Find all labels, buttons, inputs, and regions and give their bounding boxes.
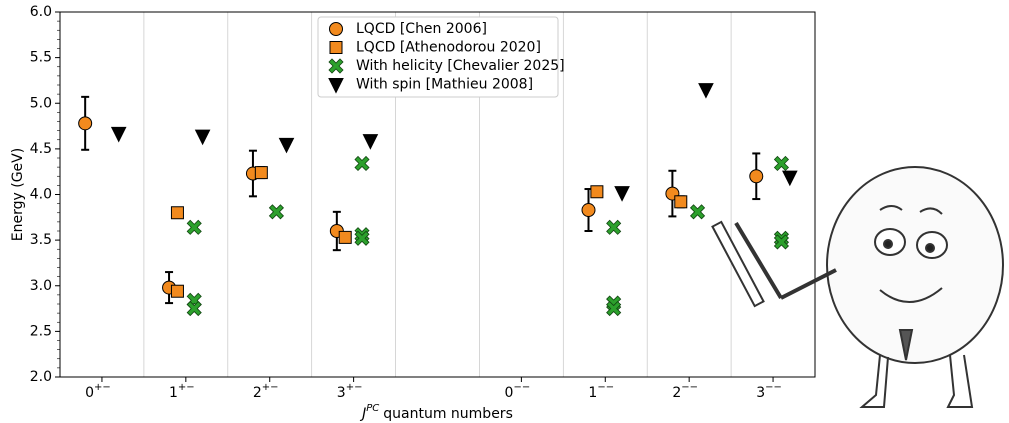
point: [362, 134, 379, 150]
point: [354, 155, 370, 172]
legend-label: LQCD [Athenodorou 2020]: [356, 40, 541, 56]
x-tick-label-base: 3: [337, 385, 346, 401]
x-tick-label: 0−−: [505, 382, 531, 401]
x-tick-label-base: 2: [253, 385, 262, 401]
point: [606, 219, 622, 235]
x-tick-label-sup: +−: [178, 382, 195, 393]
x-tick-label: 2+−: [253, 382, 279, 401]
point: [110, 126, 127, 143]
point: [338, 230, 352, 244]
x-tick-label-base: 1: [588, 385, 597, 401]
x-tick-label-sup: −−: [681, 382, 698, 393]
point: [581, 203, 596, 218]
x-tick-label: 2−−: [672, 382, 698, 401]
legend-marker: [329, 22, 343, 36]
x-tick-label: 3−−: [756, 382, 782, 401]
y-tick-label: 4.0: [30, 187, 52, 203]
y-axis-label: Energy (GeV): [10, 148, 26, 241]
point: [773, 234, 790, 250]
cartoon-illustration: [711, 166, 1004, 408]
x-tick-label-base: 0: [85, 385, 94, 401]
legend-box: [317, 16, 559, 98]
x-tick-label-sup: +−: [94, 382, 111, 393]
legend-marker: [328, 78, 344, 94]
point: [606, 300, 622, 317]
legend-label: With spin [Mathieu 2008]: [356, 77, 533, 93]
x-tick-label-sup: −−: [513, 382, 530, 393]
point: [773, 155, 790, 172]
x-tick-label-sup: +−: [346, 382, 363, 393]
x-axis-label-rest: quantum numbers: [383, 406, 513, 422]
y-tick-label: 3.0: [30, 278, 52, 294]
point: [698, 83, 714, 99]
x-axis-label-sup: PC: [366, 403, 379, 414]
x-tick-label: 3+−: [337, 382, 363, 401]
legend-marker: [328, 58, 344, 74]
x-tick-label-base: 3: [756, 385, 765, 401]
y-tick-label: 3.5: [30, 232, 52, 248]
x-tick-label-sup: −−: [765, 382, 782, 393]
y-tick-label: 6.0: [30, 4, 52, 20]
x-tick-label: 1+−: [169, 382, 195, 401]
y-tick-label: 2.5: [30, 323, 52, 339]
y-tick-label: 4.5: [30, 141, 52, 157]
point: [170, 284, 184, 298]
x-axis-label-base: J: [359, 406, 366, 422]
point: [170, 206, 184, 220]
point: [268, 204, 284, 220]
point: [186, 300, 202, 317]
legend-label: With helicity [Chevalier 2025]: [356, 58, 565, 74]
point: [254, 166, 268, 180]
point: [278, 137, 295, 154]
legend-label: LQCD [Chen 2006]: [356, 21, 487, 37]
y-tick-label: 5.5: [30, 50, 52, 66]
x-axis-label: JPC quantum numbers: [359, 403, 513, 422]
x-tick-label-base: 1: [169, 385, 178, 401]
x-tick-label-base: 0: [505, 385, 514, 401]
point: [749, 169, 764, 184]
point: [354, 230, 370, 246]
point: [782, 170, 798, 187]
point: [78, 116, 93, 131]
point: [614, 186, 630, 202]
point: [674, 195, 688, 209]
point: [689, 204, 706, 220]
point: [590, 185, 604, 199]
x-tick-label: 0+−: [85, 382, 111, 401]
plot-frame: [59, 11, 816, 378]
x-tick-label: 1−−: [588, 382, 614, 401]
x-tick-label-sup: −−: [597, 382, 614, 393]
y-tick-label: 2.0: [30, 369, 52, 385]
x-tick-label-sup: +−: [262, 382, 279, 393]
x-tick-label-base: 2: [672, 385, 681, 401]
legend-marker: [329, 41, 343, 54]
y-tick-label: 5.0: [30, 95, 52, 111]
point: [186, 219, 202, 235]
point: [194, 129, 211, 146]
